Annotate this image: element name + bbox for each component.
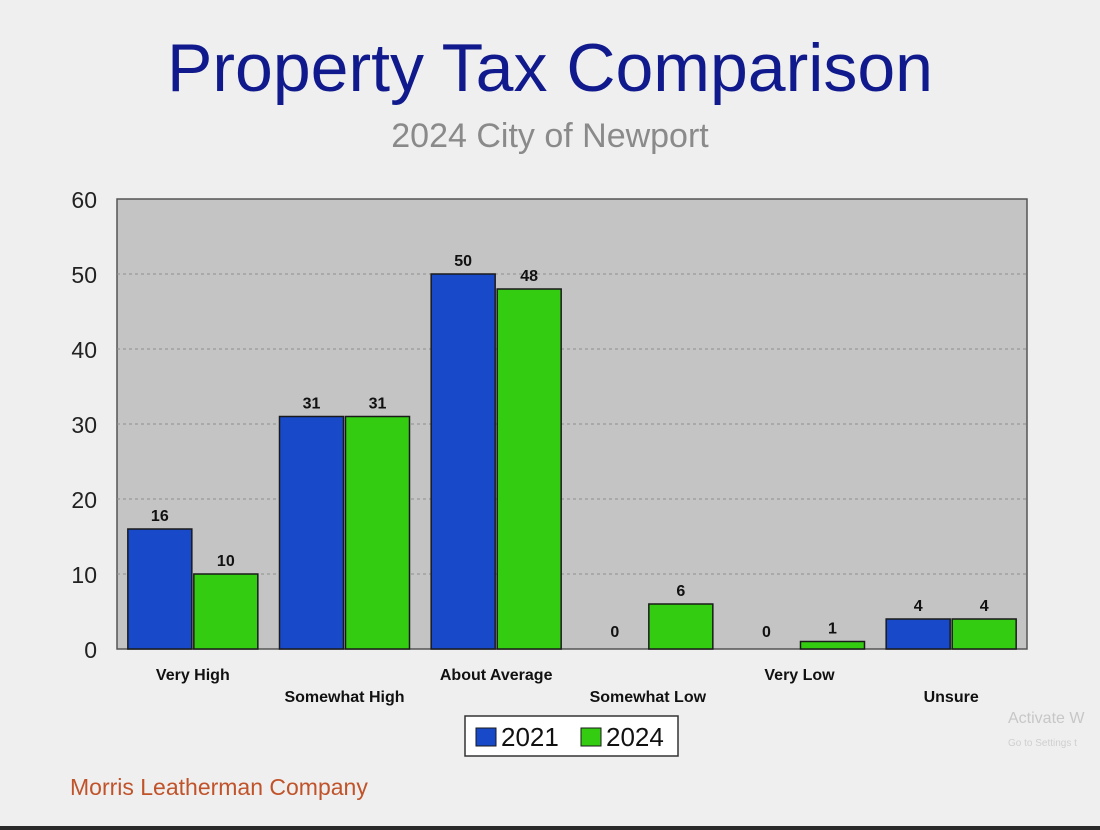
footer-credit: Morris Leatherman Company bbox=[70, 774, 368, 800]
bar-2024-2 bbox=[496, 288, 562, 650]
data-label: 16 bbox=[151, 508, 169, 525]
bars bbox=[127, 273, 1017, 650]
data-label: 4 bbox=[980, 598, 989, 615]
x-category-label: Very High bbox=[156, 667, 230, 684]
y-tick-label: 30 bbox=[71, 412, 97, 438]
x-category-label: Somewhat Low bbox=[590, 689, 707, 706]
bar-2021-5 bbox=[885, 618, 951, 650]
data-labels: 16 10 31 31 50 48 0 6 0 1 4 4 bbox=[151, 253, 989, 641]
bar-2024-1 bbox=[344, 415, 411, 650]
x-category-label: Unsure bbox=[924, 689, 979, 706]
x-category-label: Very Low bbox=[764, 667, 835, 684]
legend-label-2024: 2024 bbox=[606, 722, 664, 752]
bar-2024-4 bbox=[799, 640, 866, 650]
activation-watermark-sub: Go to Settings t bbox=[1008, 738, 1077, 749]
data-label: 10 bbox=[217, 553, 235, 570]
data-label: 4 bbox=[914, 598, 923, 615]
y-tick-label: 10 bbox=[71, 562, 97, 588]
bar-2024-3 bbox=[648, 603, 714, 650]
data-label: 48 bbox=[520, 268, 538, 285]
legend-label-2021: 2021 bbox=[501, 722, 559, 752]
data-label: 31 bbox=[303, 396, 321, 413]
x-category-label: About Average bbox=[440, 667, 553, 684]
data-label: 50 bbox=[454, 253, 472, 270]
data-label: 0 bbox=[762, 624, 771, 641]
legend-box bbox=[464, 715, 679, 757]
y-tick-label: 40 bbox=[71, 337, 97, 363]
y-axis-ticks: 0 10 20 30 40 50 60 bbox=[71, 187, 97, 663]
bar-2021-1 bbox=[278, 415, 345, 650]
legend-swatch-2024 bbox=[580, 727, 602, 747]
activation-watermark: Activate W bbox=[1008, 710, 1085, 727]
data-label: 0 bbox=[610, 624, 619, 641]
grid-lines bbox=[117, 273, 1027, 575]
legend: 2021 2024 bbox=[464, 715, 679, 757]
y-tick-label: 50 bbox=[71, 262, 97, 288]
y-tick-label: 60 bbox=[71, 187, 97, 213]
bar-2021-0 bbox=[127, 528, 193, 650]
x-axis-categories: Very High Somewhat High About Average Somew… bbox=[156, 667, 979, 706]
y-tick-label: 0 bbox=[84, 637, 97, 663]
chart-title: Property Tax Comparison bbox=[167, 30, 933, 106]
bar-2024-0 bbox=[193, 573, 259, 650]
y-tick-label: 20 bbox=[71, 487, 97, 513]
data-label: 31 bbox=[369, 396, 387, 413]
bottom-border bbox=[0, 826, 1100, 830]
bar-2021-2 bbox=[430, 273, 496, 650]
legend-swatch-2021 bbox=[475, 727, 497, 747]
x-category-label: Somewhat High bbox=[284, 689, 404, 706]
chart-subtitle: 2024 City of Newport bbox=[391, 117, 709, 155]
data-label: 1 bbox=[828, 621, 837, 638]
data-label: 6 bbox=[676, 583, 685, 600]
bar-2024-5 bbox=[951, 618, 1017, 650]
